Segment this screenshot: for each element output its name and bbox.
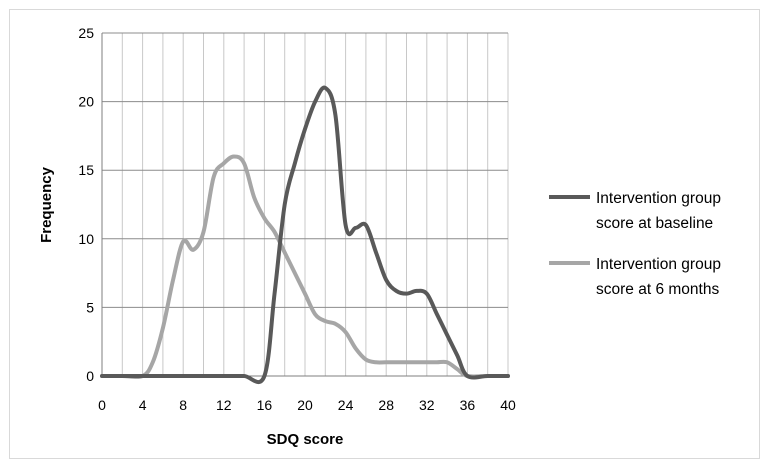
y-axis-ticks: 0 5 10 15 20 25: [78, 25, 94, 384]
x-tick-label: 20: [297, 397, 313, 413]
x-axis-title: SDQ score: [267, 431, 344, 448]
x-axis-ticks: 0 4 8 12 16 20 24 28 32 36 40: [98, 397, 516, 413]
y-tick-label: 15: [78, 162, 94, 178]
y-tick-label: 25: [78, 25, 94, 41]
y-tick-label: 20: [78, 94, 94, 110]
x-tick-label: 32: [419, 397, 435, 413]
y-tick-label: 0: [86, 368, 94, 384]
x-tick-label: 24: [338, 397, 354, 413]
x-tick-label: 40: [500, 397, 516, 413]
x-tick-label: 4: [139, 397, 147, 413]
x-tick-label: 0: [98, 397, 106, 413]
chart-frame: [9, 9, 760, 459]
legend-label-1: score at 6 months: [596, 281, 719, 298]
x-tick-label: 12: [216, 397, 232, 413]
legend: Intervention group score at baseline Inter…: [549, 190, 721, 298]
legend-label-1: Intervention group: [596, 256, 721, 273]
x-tick-label: 16: [257, 397, 273, 413]
x-tick-label: 8: [179, 397, 187, 413]
series-line-0: [100, 85, 510, 385]
y-tick-label: 5: [86, 299, 94, 315]
y-tick-label: 10: [78, 231, 94, 247]
x-tick-label: 36: [460, 397, 476, 413]
x-tick-label: 28: [378, 397, 394, 413]
series-line-1: [100, 154, 510, 380]
series-lines: [100, 85, 510, 385]
legend-label-0: score at baseline: [596, 215, 713, 232]
y-axis-title: Frequency: [38, 166, 55, 243]
legend-label-0: Intervention group: [596, 190, 721, 207]
